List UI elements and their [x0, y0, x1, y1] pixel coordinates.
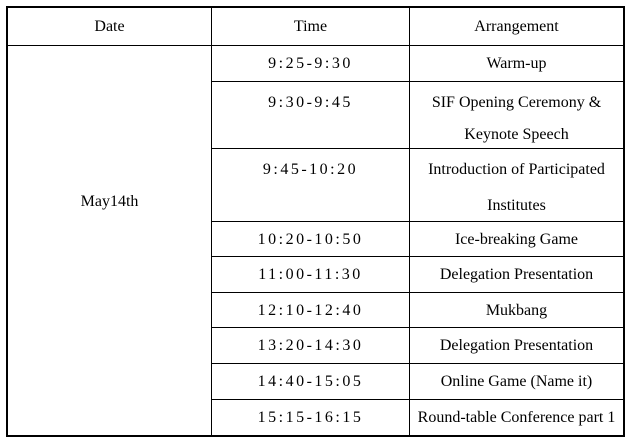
date-cell: May14th	[8, 46, 212, 435]
arrangement-cell: Introduction of Participated Institutes	[428, 161, 605, 214]
table-row: 9:30-9:45 SIF Opening Ceremony & Keynote…	[212, 82, 623, 149]
table-row: 13:20-14:30 Delegation Presentation	[212, 328, 623, 364]
table-row: 9:25-9:30 Warm-up	[212, 46, 623, 82]
table-body: May14th 9:25-9:30 Warm-up 9:30-9:45 SIF …	[8, 46, 623, 435]
table-row: 14:40-15:05 Online Game (Name it)	[212, 364, 623, 400]
table-row: 9:45-10:20 Introduction of Participated …	[212, 149, 623, 222]
table-row: 15:15-16:15 Round-table Conference part …	[212, 400, 623, 435]
arrangement-cell: SIF Opening Ceremony & Keynote Speech	[431, 94, 602, 143]
column-header-arrangement: Arrangement	[474, 17, 559, 35]
time-cell: 10:20-10:50	[212, 222, 410, 256]
time-cell: 11:00-11:30	[212, 257, 410, 292]
time-cell: 13:20-14:30	[212, 328, 410, 363]
time-cell: 15:15-16:15	[212, 400, 410, 435]
arrangement-cell: Online Game (Name it)	[440, 373, 593, 390]
arrangement-cell: Warm-up	[486, 55, 547, 72]
date-value: May14th	[80, 192, 139, 210]
column-header-time: Time	[212, 8, 410, 45]
arrangement-cell: Delegation Presentation	[439, 266, 594, 283]
table-row: 10:20-10:50 Ice-breaking Game	[212, 222, 623, 257]
time-cell: 12:10-12:40	[212, 293, 410, 327]
column-header-date: Date	[8, 8, 212, 45]
schedule-table: Date Time Arrangement May14th 9:25-9:30 …	[6, 6, 625, 437]
time-cell: 9:30-9:45	[212, 82, 410, 148]
table-row: 11:00-11:30 Delegation Presentation	[212, 257, 623, 293]
arrangement-cell: Ice-breaking Game	[454, 231, 579, 248]
table-header-row: Date Time Arrangement	[8, 8, 623, 46]
time-cell: 9:25-9:30	[212, 46, 410, 81]
arrangement-cell: Mukbang	[485, 302, 548, 319]
table-row: 12:10-12:40 Mukbang	[212, 293, 623, 328]
arrangement-cell: Delegation Presentation	[439, 337, 594, 354]
arrangement-cell: Round-table Conference part 1	[417, 409, 616, 426]
schedule-rows: 9:25-9:30 Warm-up 9:30-9:45 SIF Opening …	[212, 46, 623, 435]
time-cell: 9:45-10:20	[212, 149, 410, 221]
time-cell: 14:40-15:05	[212, 364, 410, 399]
